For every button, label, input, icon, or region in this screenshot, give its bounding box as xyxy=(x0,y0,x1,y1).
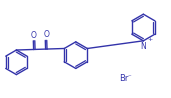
Text: ⁻: ⁻ xyxy=(128,74,132,80)
Text: N: N xyxy=(141,42,146,51)
Text: +: + xyxy=(147,37,152,42)
Text: O: O xyxy=(44,30,50,39)
Text: Br: Br xyxy=(119,74,128,83)
Text: O: O xyxy=(30,31,36,40)
